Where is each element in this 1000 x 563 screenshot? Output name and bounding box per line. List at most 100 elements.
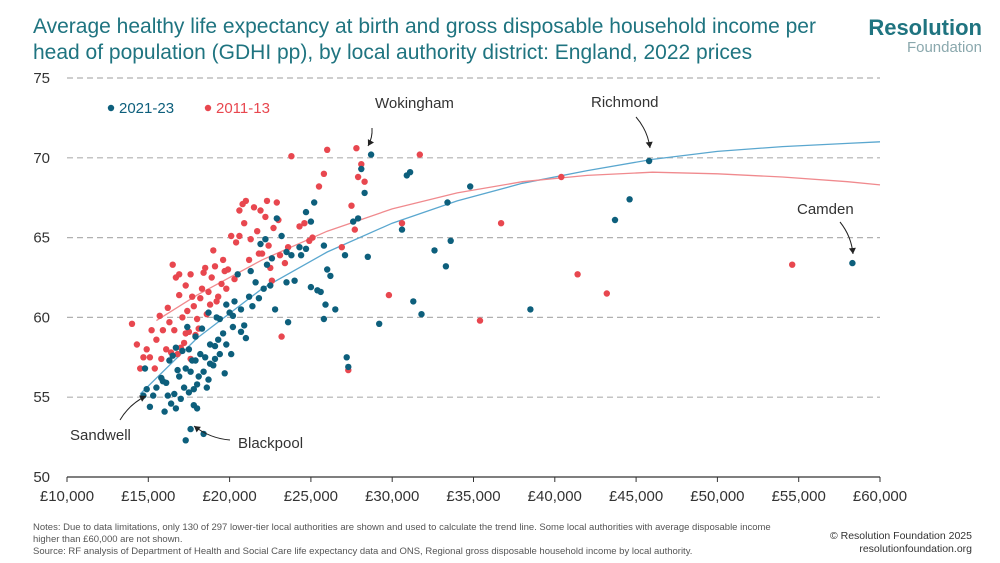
point-2021-23 bbox=[245, 293, 253, 300]
point-2021-23 bbox=[237, 328, 245, 335]
point-2021-23 bbox=[166, 357, 173, 364]
chart-title: Average healthy life expectancy at birth… bbox=[33, 15, 816, 64]
x-tick-label: £25,000 bbox=[284, 488, 338, 505]
point-2021-23 bbox=[179, 347, 186, 355]
point-2021-23 bbox=[247, 267, 254, 275]
point-2021-23 bbox=[307, 218, 315, 225]
point-2011-13 bbox=[284, 244, 292, 251]
point-2021-23 bbox=[311, 199, 318, 206]
point-2021-23 bbox=[320, 315, 328, 323]
point-2011-13 bbox=[278, 333, 285, 340]
point-2011-13 bbox=[288, 153, 295, 160]
point-2021-23 bbox=[215, 336, 222, 343]
point-2011-13 bbox=[187, 271, 194, 278]
point-2011-13 bbox=[351, 226, 358, 233]
point-2021-23 bbox=[611, 216, 619, 224]
y-tick-label: 75 bbox=[33, 70, 50, 87]
point-2021-23 bbox=[249, 303, 256, 310]
point-2021-23 bbox=[273, 215, 280, 222]
point-2021-23 bbox=[234, 271, 241, 278]
point-2021-23 bbox=[164, 392, 171, 399]
x-tick-label: £60,000 bbox=[853, 488, 907, 505]
point-2011-13 bbox=[128, 320, 136, 327]
point-2011-13 bbox=[361, 178, 368, 185]
point-2021-23 bbox=[211, 355, 219, 363]
point-2021-23 bbox=[197, 350, 204, 358]
point-2011-13 bbox=[239, 200, 246, 208]
logo-name: Resolution bbox=[868, 15, 982, 40]
point-2011-13 bbox=[354, 173, 362, 181]
logo-sub: Foundation bbox=[906, 39, 982, 56]
point-2021-23 bbox=[358, 165, 365, 173]
point-2021-23 bbox=[271, 306, 279, 313]
annotation-label: Sandwell bbox=[70, 427, 131, 444]
point-2011-13 bbox=[263, 197, 271, 205]
y-tick-label: 70 bbox=[33, 150, 50, 167]
point-2011-13 bbox=[270, 224, 277, 232]
point-2011-13 bbox=[176, 291, 183, 299]
point-2021-23 bbox=[190, 386, 197, 393]
annotation-label: Blackpool bbox=[238, 435, 303, 452]
point-2011-13 bbox=[133, 341, 141, 348]
point-2021-23 bbox=[444, 199, 451, 206]
point-2021-23 bbox=[216, 315, 223, 323]
point-2011-13 bbox=[221, 267, 228, 275]
point-2021-23 bbox=[167, 400, 175, 407]
point-2011-13 bbox=[358, 161, 365, 168]
point-2021-23 bbox=[431, 247, 438, 254]
point-2021-23 bbox=[185, 389, 193, 396]
point-2021-23 bbox=[202, 354, 209, 361]
point-2011-13 bbox=[789, 261, 796, 268]
point-2021-23 bbox=[187, 425, 194, 433]
point-2011-13 bbox=[385, 291, 393, 299]
scatter-chart: 50 55 60 65 70 75 £10,000 £15,000 £20,000 £25,000… bbox=[33, 70, 907, 505]
gridlines bbox=[67, 77, 880, 398]
point-2011-13 bbox=[268, 277, 276, 284]
point-2021-23 bbox=[350, 218, 357, 225]
point-2021-23 bbox=[283, 279, 290, 286]
point-2011-13 bbox=[353, 145, 360, 152]
point-2021-23 bbox=[198, 325, 206, 332]
resolution-foundation-logo: Resolution Foundation bbox=[868, 16, 982, 56]
point-2011-13 bbox=[206, 301, 214, 308]
point-2021-23 bbox=[169, 352, 176, 359]
point-2021-23 bbox=[176, 373, 183, 380]
point-2021-23 bbox=[143, 386, 150, 393]
point-2021-23 bbox=[229, 323, 237, 331]
point-2011-13 bbox=[398, 220, 406, 227]
x-tick-label: £20,000 bbox=[202, 488, 256, 505]
point-2021-23 bbox=[241, 322, 248, 329]
data-points bbox=[128, 145, 856, 444]
y-tick-label: 55 bbox=[33, 389, 50, 406]
point-2011-13 bbox=[180, 339, 188, 347]
x-tick-label: £10,000 bbox=[40, 488, 94, 505]
point-2011-13 bbox=[262, 213, 269, 221]
point-2021-23 bbox=[205, 309, 212, 316]
point-2021-23 bbox=[255, 295, 263, 302]
point-2021-23 bbox=[341, 252, 349, 259]
point-2011-13 bbox=[254, 228, 261, 235]
point-2021-23 bbox=[283, 248, 290, 256]
annotation-arrowhead bbox=[139, 395, 146, 402]
point-2021-23 bbox=[398, 226, 406, 233]
point-2011-13 bbox=[255, 250, 263, 257]
legend-marker bbox=[107, 104, 115, 112]
point-2021-23 bbox=[153, 384, 160, 391]
point-2011-13 bbox=[558, 173, 565, 181]
point-2011-13 bbox=[146, 354, 154, 361]
point-2021-23 bbox=[367, 151, 375, 158]
source-line: Source: RF analysis of Department of Hea… bbox=[33, 546, 693, 557]
legend-marker bbox=[204, 104, 212, 112]
point-2021-23 bbox=[219, 330, 227, 337]
point-2011-13 bbox=[306, 237, 313, 244]
point-2011-13 bbox=[476, 317, 484, 324]
point-2011-13 bbox=[140, 354, 147, 361]
legend-label: 2021-23 bbox=[119, 100, 174, 117]
point-2011-13 bbox=[281, 259, 289, 267]
point-2021-23 bbox=[172, 344, 180, 351]
point-2021-23 bbox=[141, 365, 149, 372]
x-tick-label: £35,000 bbox=[446, 488, 500, 505]
point-2011-13 bbox=[174, 350, 181, 358]
point-2021-23 bbox=[257, 240, 264, 248]
point-2021-23 bbox=[200, 368, 207, 375]
